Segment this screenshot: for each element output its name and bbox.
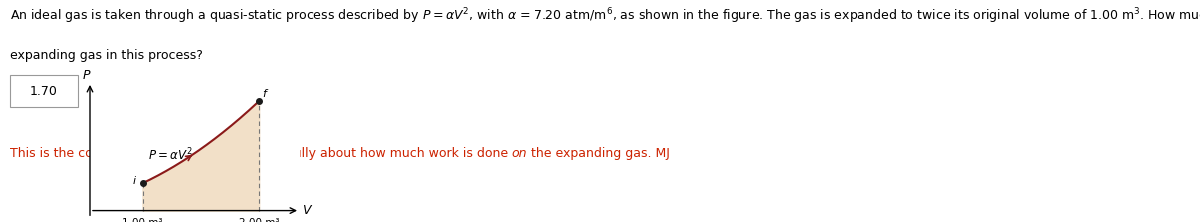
Text: 1.70: 1.70 (30, 85, 58, 97)
Text: expanding gas in this process?: expanding gas in this process? (10, 49, 203, 62)
Text: This is the correct magnitude, but think carefully about how much work is done: This is the correct magnitude, but think… (10, 147, 511, 160)
Text: f: f (263, 89, 266, 99)
Text: the expanding gas. MJ: the expanding gas. MJ (527, 147, 670, 160)
Text: V: V (302, 204, 311, 217)
Text: 1.00 m³: 1.00 m³ (122, 218, 163, 222)
Text: i: i (132, 176, 136, 186)
Text: ✗: ✗ (88, 82, 102, 100)
FancyBboxPatch shape (10, 75, 78, 107)
Text: P: P (83, 69, 90, 82)
Text: An ideal gas is taken through a quasi-static process described by $P = \alpha V^: An ideal gas is taken through a quasi-st… (10, 7, 1200, 26)
Text: 2.00 m³: 2.00 m³ (239, 218, 280, 222)
Text: $P = \alpha V^2$: $P = \alpha V^2$ (149, 146, 193, 163)
Text: on: on (511, 147, 527, 160)
